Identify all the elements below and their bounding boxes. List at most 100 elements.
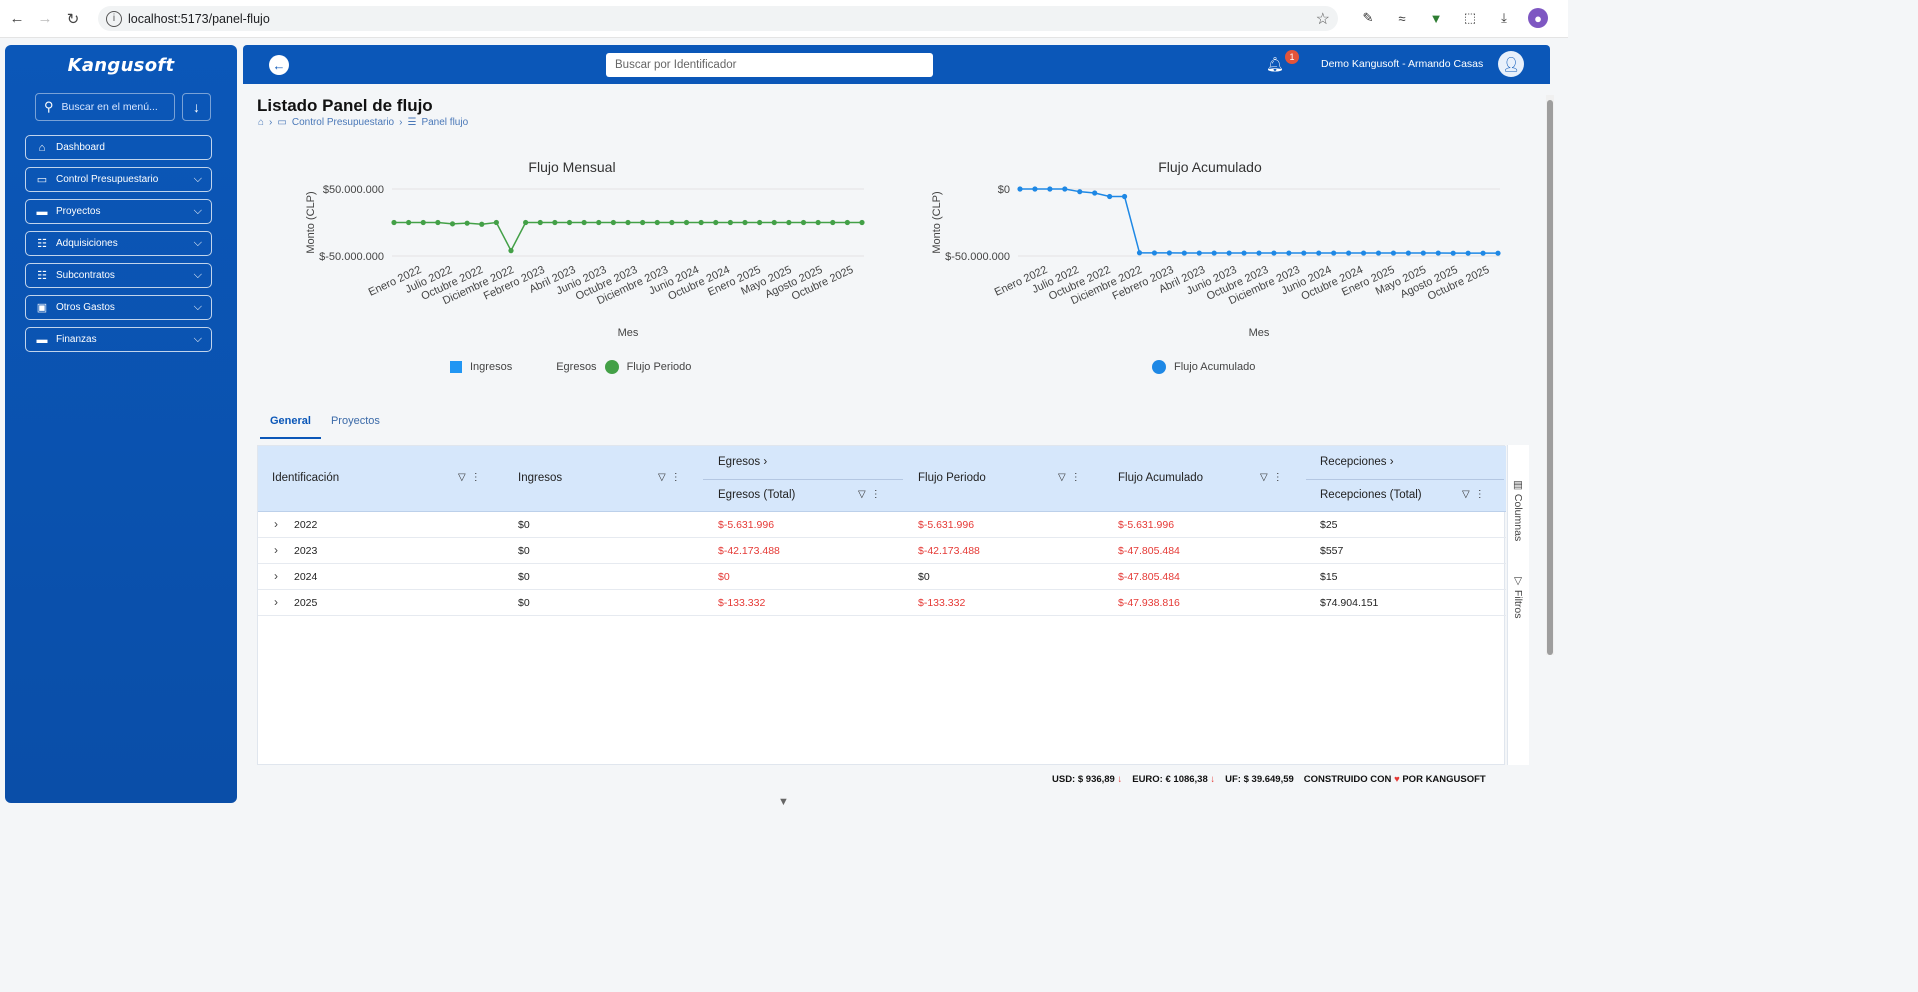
column-header-flujo-periodo[interactable]: Flujo Periodo bbox=[918, 472, 986, 484]
filters-panel-toggle[interactable]: ▽ Filtros bbox=[1512, 575, 1524, 619]
menu-search[interactable]: ⚲ bbox=[35, 93, 175, 121]
menu-search-input[interactable] bbox=[61, 101, 162, 113]
sidebar-item-otros-gastos[interactable]: ▣ Otros Gastos ⌵ bbox=[25, 295, 212, 320]
column-menu-icons[interactable]: ▽⋮ bbox=[1462, 489, 1490, 500]
chart-flujo-mensual: Flujo Mensual $50.000.000 $-50.000.000 Mon… bbox=[262, 150, 882, 390]
expand-row-icon[interactable]: › bbox=[274, 569, 278, 583]
column-header-ingresos[interactable]: Ingresos bbox=[518, 472, 563, 484]
legend-swatch-flujo-acumulado[interactable] bbox=[1152, 360, 1166, 374]
tab-general[interactable]: General bbox=[260, 410, 321, 439]
data-point bbox=[1136, 250, 1143, 256]
arrow-down-icon[interactable]: ↓ bbox=[182, 93, 211, 121]
vue-extension-icon[interactable]: ▼ bbox=[1429, 10, 1443, 26]
data-point bbox=[1181, 250, 1187, 256]
column-header-flujo-acumulado[interactable]: Flujo Acumulado bbox=[1118, 472, 1204, 484]
sidebar-item-label: Subcontratos bbox=[56, 270, 115, 281]
built-with: CONSTRUIDO CON ♥ POR KANGUSOFT bbox=[1304, 774, 1486, 785]
column-menu-icons[interactable]: ▽⋮ bbox=[658, 472, 686, 483]
home-icon[interactable]: ⌂ bbox=[258, 117, 265, 128]
puzzle-extension-icon[interactable]: ⬚ bbox=[1463, 10, 1477, 25]
data-point bbox=[435, 219, 441, 226]
legend-swatch-flujo-periodo[interactable] bbox=[604, 360, 619, 374]
back-arrow-icon[interactable]: ← bbox=[269, 55, 289, 75]
sidebar-item-finanzas[interactable]: ▬ Finanzas ⌵ bbox=[25, 327, 212, 352]
data-point bbox=[757, 219, 763, 226]
data-point bbox=[844, 219, 850, 226]
sidebar-item-label: Control Presupuestario bbox=[56, 174, 159, 185]
data-point bbox=[1435, 250, 1441, 256]
cell-flujo-periodo: $-5.631.996 bbox=[918, 519, 975, 531]
brand-logo[interactable]: Kangusoft bbox=[67, 55, 175, 76]
page-scrollbar-thumb[interactable] bbox=[1547, 100, 1553, 655]
browser-back-icon[interactable]: ← bbox=[9, 10, 25, 27]
chart-legend: Ingresos Egresos Flujo Periodo bbox=[450, 360, 691, 374]
column-menu-icons[interactable]: ▽⋮ bbox=[858, 489, 886, 500]
cell-flujo-periodo: $-42.173.488 bbox=[918, 545, 980, 557]
sidebar-item-proyectos[interactable]: ▬ Proyectos ⌵ bbox=[25, 199, 212, 224]
cell-flujo-acumulado: $-47.805.484 bbox=[1118, 571, 1180, 583]
legend-swatch-ingresos[interactable] bbox=[450, 361, 462, 373]
eyedropper-extension-icon[interactable]: ✎ bbox=[1362, 10, 1374, 25]
table-row[interactable]: › 2023 $0 $-42.173.488 $-42.173.488 $-47… bbox=[258, 538, 1506, 564]
data-point bbox=[1077, 189, 1083, 195]
data-point bbox=[830, 219, 836, 226]
legend-label[interactable]: Egresos bbox=[556, 361, 597, 373]
chevron-right-icon: › bbox=[763, 456, 768, 468]
site-info-icon[interactable]: i bbox=[106, 10, 122, 27]
expand-row-icon[interactable]: › bbox=[274, 543, 278, 557]
column-group-egresos[interactable]: Egresos › bbox=[718, 456, 767, 468]
bookmark-star-icon[interactable]: ☆ bbox=[1315, 11, 1330, 28]
data-point bbox=[669, 219, 675, 226]
columns-panel-toggle[interactable]: ▤ Columnas bbox=[1512, 479, 1524, 542]
browser-reload-icon[interactable]: ↻ bbox=[66, 10, 80, 28]
home-icon: ⌂ bbox=[38, 141, 46, 154]
wave-extension-icon[interactable]: ≈ bbox=[1398, 10, 1406, 26]
expand-row-icon[interactable]: › bbox=[274, 595, 278, 609]
table-row[interactable]: › 2025 $0 $-133.332 $-133.332 $-47.938.8… bbox=[258, 590, 1506, 616]
bell-icon[interactable]: 🔔︎ bbox=[1266, 56, 1284, 72]
download-icon[interactable]: ⤓ bbox=[1501, 10, 1507, 25]
column-menu-icons[interactable]: ▽⋮ bbox=[458, 472, 486, 483]
sidebar-item-subcontratos[interactable]: ☷ Subcontratos ⌵ bbox=[25, 263, 212, 288]
columns-label: Columnas bbox=[1512, 493, 1524, 542]
chevron-down-icon: ⌵ bbox=[193, 173, 202, 185]
browser-forward-icon[interactable]: → bbox=[37, 10, 53, 27]
data-point bbox=[464, 220, 470, 226]
data-point bbox=[1226, 250, 1232, 256]
cell-egresos: $-42.173.488 bbox=[718, 545, 780, 557]
column-menu-icons[interactable]: ▽⋮ bbox=[1260, 472, 1288, 483]
cell-recepciones: $15 bbox=[1320, 571, 1338, 583]
legend-label[interactable]: Flujo Periodo bbox=[626, 361, 692, 373]
table-row[interactable]: › 2022 $0 $-5.631.996 $-5.631.996 $-5.63… bbox=[258, 512, 1506, 538]
legend-label[interactable]: Flujo Acumulado bbox=[1174, 361, 1256, 373]
identifier-search-input[interactable] bbox=[606, 53, 933, 77]
sidebar-item-adquisiciones[interactable]: ☷ Adquisiciones ⌵ bbox=[25, 231, 212, 256]
address-bar[interactable]: i localhost:5173/panel-flujo ☆ bbox=[98, 6, 1338, 31]
user-avatar-icon[interactable]: 👤︎ bbox=[1498, 51, 1524, 77]
folder-icon: ▬ bbox=[36, 205, 48, 218]
sidebar-item-control-presupuestario[interactable]: ▭ Control Presupuestario ⌵ bbox=[25, 167, 212, 192]
expand-row-icon[interactable]: › bbox=[274, 517, 278, 531]
cell-recepciones: $74.904.151 bbox=[1320, 597, 1379, 609]
legend-label[interactable]: Ingresos bbox=[470, 361, 513, 373]
cell-identificacion: 2024 bbox=[294, 571, 318, 583]
y-axis-label: Monto (CLP) bbox=[305, 191, 317, 253]
data-point bbox=[406, 219, 412, 226]
profile-avatar-icon[interactable]: ● bbox=[1528, 8, 1548, 28]
column-header-identificacion[interactable]: Identificación bbox=[272, 472, 340, 484]
column-menu-icons[interactable]: ▽⋮ bbox=[1058, 472, 1086, 483]
sidebar-item-dashboard[interactable]: ⌂ Dashboard bbox=[25, 135, 212, 160]
column-header-egresos-total[interactable]: Egresos (Total) bbox=[718, 489, 796, 501]
column-group-recepciones[interactable]: Recepciones › bbox=[1320, 456, 1394, 468]
list-icon: ☰ bbox=[407, 117, 417, 128]
user-name[interactable]: Demo Kangusoft - Armando Casas bbox=[1321, 58, 1484, 70]
tab-proyectos[interactable]: Proyectos bbox=[330, 415, 380, 427]
usd-rate-value: USD: $ 936,89 bbox=[1052, 774, 1115, 785]
table-row[interactable]: › 2024 $0 $0 $0 $-47.805.484 $15 bbox=[258, 564, 1506, 590]
column-header-recepciones-total[interactable]: Recepciones (Total) bbox=[1320, 489, 1422, 501]
breadcrumb-item[interactable]: Panel flujo bbox=[421, 117, 469, 128]
hierarchy-icon: ☷ bbox=[37, 238, 47, 250]
breadcrumb-item[interactable]: Control Presupuestario bbox=[291, 117, 395, 128]
